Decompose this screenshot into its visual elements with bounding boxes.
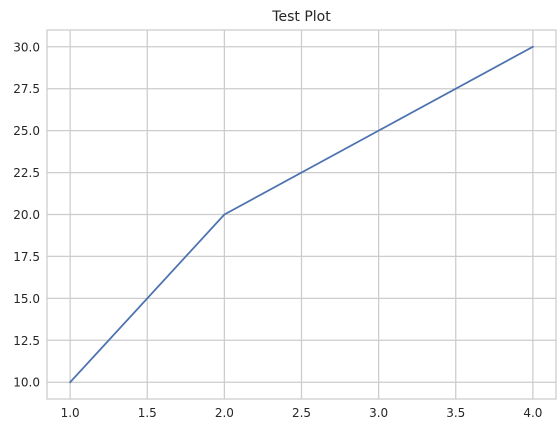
y-tick-label: 12.5 — [13, 334, 40, 348]
y-tick-label: 20.0 — [13, 208, 40, 222]
y-tick-label: 30.0 — [13, 40, 40, 54]
y-tick-label: 25.0 — [13, 124, 40, 138]
series-layer — [68, 45, 535, 384]
y-axis: 10.0 12.5 15.0 17.5 20.0 22.5 25.0 27.5 30.0 — [13, 40, 40, 389]
x-tick-label: 1.0 — [61, 406, 80, 420]
x-tick-label: 2.5 — [292, 406, 311, 420]
grid-lines — [47, 30, 556, 399]
y-tick-label: 22.5 — [13, 166, 40, 180]
plot-area-frame — [46, 29, 557, 400]
y-tick-label: 27.5 — [13, 82, 40, 96]
chart-title: Test Plot — [271, 9, 331, 25]
y-tick-label: 10.0 — [13, 376, 40, 390]
x-tick-label: 3.0 — [369, 406, 388, 420]
y-tick-label: 17.5 — [13, 250, 40, 264]
x-tick-label: 3.5 — [446, 406, 465, 420]
y-tick-label: 15.0 — [13, 292, 40, 306]
x-tick-label: 2.0 — [215, 406, 234, 420]
x-axis: 1.0 1.5 2.0 2.5 3.0 3.5 4.0 — [61, 406, 543, 420]
x-tick-label: 1.5 — [138, 406, 157, 420]
x-tick-label: 4.0 — [523, 406, 542, 420]
series-line — [68, 45, 535, 384]
